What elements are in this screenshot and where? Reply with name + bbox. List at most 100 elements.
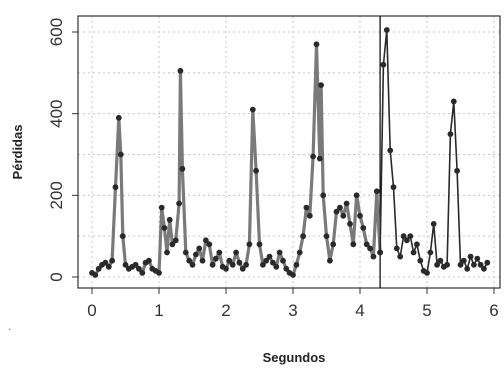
data-point [450,98,457,105]
data-point [95,265,102,272]
data-point [350,241,357,248]
x-tick-label: 3 [288,301,297,320]
data-point [347,221,353,227]
x-axis-title: Segundos [263,350,326,365]
x-tick-label: 4 [355,301,364,320]
data-point [400,233,407,240]
data-point [318,82,324,88]
data-point [380,61,387,68]
x-tick-label: 6 [489,301,498,320]
data-point [139,270,146,276]
data-point [223,265,229,272]
data-point [337,204,343,211]
data-point [464,265,471,272]
data-point [216,249,223,256]
data-point [164,249,170,256]
data-point [266,253,273,260]
data-point [196,245,203,252]
data-point [182,249,189,256]
data-point [193,251,199,258]
data-point [377,249,383,256]
data-point [280,257,286,264]
series-line-0 [91,42,382,277]
y-tick-label: 400 [47,99,66,127]
x-tick-label: 5 [422,301,431,320]
data-point [270,259,276,266]
data-point [189,261,196,268]
data-point [430,221,437,227]
data-point [166,216,173,223]
data-point [172,237,179,244]
data-point [474,255,481,262]
data-point [333,208,340,215]
data-point [186,257,193,264]
data-point [236,259,243,266]
data-point [310,153,316,160]
data-point [226,257,233,264]
data-point [367,245,373,252]
y-tick-label: 0 [47,272,66,281]
data-point [306,212,313,219]
data-point [397,253,404,260]
series-layer [91,29,488,277]
y-axis-title: Pérdidas [10,125,25,180]
data-point [383,27,390,33]
data-point [390,184,397,191]
data-point [437,257,444,264]
data-point [122,261,129,268]
data-point [447,131,454,138]
data-point [330,241,337,248]
data-point [343,200,350,207]
data-point [239,265,246,272]
y-axis: 0 200 400 600 [47,18,78,282]
data-point [340,212,347,219]
x-tick-label: 2 [221,301,230,320]
data-point [179,165,186,172]
data-point [387,147,394,154]
grid-lines [78,16,500,288]
data-point [233,249,240,256]
data-point [109,257,115,264]
data-point [293,261,300,268]
data-point [477,261,484,268]
y-tick-label: 200 [47,181,66,209]
data-point [327,257,333,264]
data-point [256,241,263,248]
data-point [320,192,327,199]
data-point [484,259,491,266]
data-point [199,257,206,264]
data-point [427,249,434,256]
data-point [373,188,380,195]
data-point [316,155,323,162]
data-point [460,257,467,264]
data-point [263,257,270,264]
data-point [206,241,213,248]
data-point [444,261,450,268]
data-point [112,184,119,191]
data-point [117,151,124,158]
data-point [158,204,165,211]
data-point [177,67,184,74]
data-point [209,261,216,268]
data-point [273,263,280,270]
data-point [213,255,219,262]
data-point [246,241,253,248]
data-point [290,272,296,278]
data-point [370,253,377,260]
data-point [253,167,259,174]
data-point [249,106,256,113]
x-tick-label: 0 [87,301,96,320]
data-point [393,245,400,252]
data-point [303,204,310,211]
data-point [424,270,430,276]
data-point [146,257,152,264]
plot-frame [77,15,501,289]
points-layer [89,27,491,278]
x-tick-label: 1 [154,301,163,320]
data-point [102,259,109,266]
data-point [481,265,487,272]
data-point [360,225,367,231]
data-point [169,241,176,248]
data-point [260,261,266,268]
side-mark: . [8,319,11,333]
